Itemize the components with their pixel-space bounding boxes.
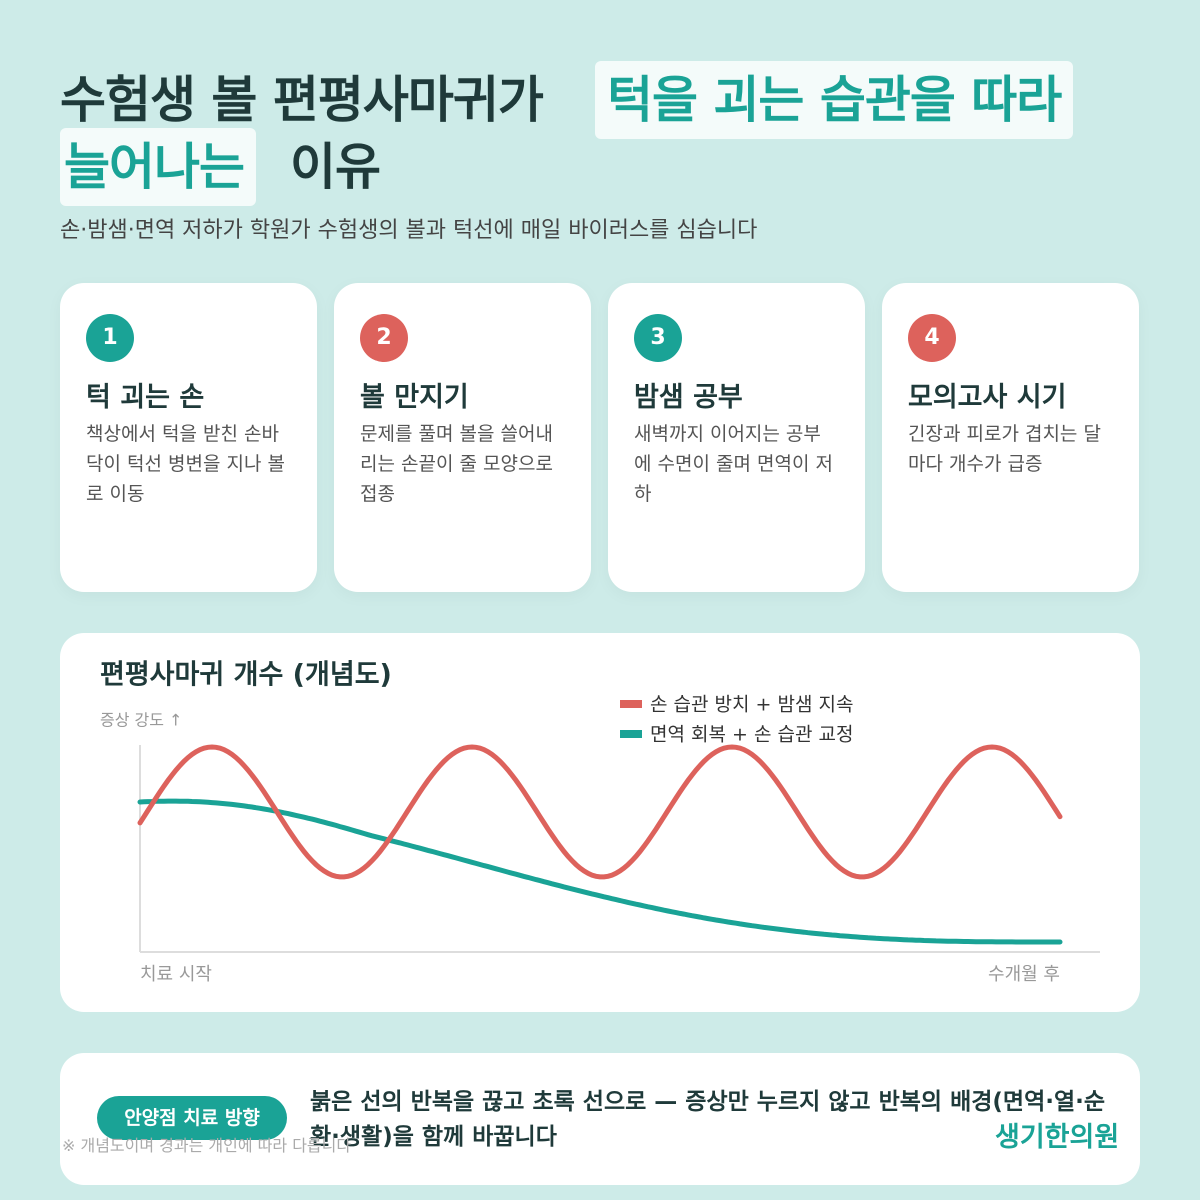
title: 수험생 볼 편평사마귀가 [60,71,544,129]
x-axis-label: 치료 시작 [140,964,212,985]
card-title: 모의고사 시기 [908,382,1067,413]
legend-entry: 손 습관 방치 + 밤샘 지속 [650,694,853,716]
legend-swatch [620,730,642,738]
curve [137,744,1063,880]
card-text: 문제를 풀며 볼을 쓸어내리는 손끝이 줄 모양으로 접종 [360,423,553,505]
legend-entry: 면역 회복 + 손 습관 교정 [650,724,853,746]
note: ※ 개념도이며 경과는 개인에 따라 다릅니다 [62,1136,352,1155]
card-text: 책상에서 턱을 받친 손바닥이 턱선 병변을 지나 볼로 이동 [86,423,285,505]
y-axis-label: 증상 강도 ↑ [100,711,182,730]
subtitle: 손·밤샘·면역 저하가 학원가 수험생의 볼과 턱선에 매일 바이러스를 심습니… [60,218,758,243]
card-number: 1 [86,314,134,362]
card-title: 턱 괴는 손 [86,382,205,413]
legend-swatch [620,700,642,708]
card-text: 긴장과 피로가 겹치는 달마다 개수가 급증 [908,423,1101,475]
title: 이유 [290,138,381,196]
x-axis-label: 수개월 후 [988,964,1060,985]
card-number: 4 [908,314,956,362]
chart-title: 편평사마귀 개수 (개념도) [100,660,392,691]
card-title: 볼 만지기 [360,382,469,413]
chart-panel [60,633,1140,1012]
title-highlight: 늘어나는 [60,128,256,206]
card-number: 2 [360,314,408,362]
title-highlight: 턱을 괴는 습관을 따라 [595,61,1074,139]
curve [137,798,1063,945]
footer-text: 붉은 선의 반복을 끊고 초록 선으로 — 증상만 누르지 않고 반복의 배경(… [310,1089,1106,1150]
brand: 생기한의원 [995,1122,1120,1153]
card-number: 3 [634,314,682,362]
card-text: 새벽까지 이어지는 공부에 수면이 줄며 면역이 저하 [634,423,833,505]
card-title: 밤샘 공부 [634,382,743,413]
badge: 안양점 치료 방향 [97,1096,287,1140]
